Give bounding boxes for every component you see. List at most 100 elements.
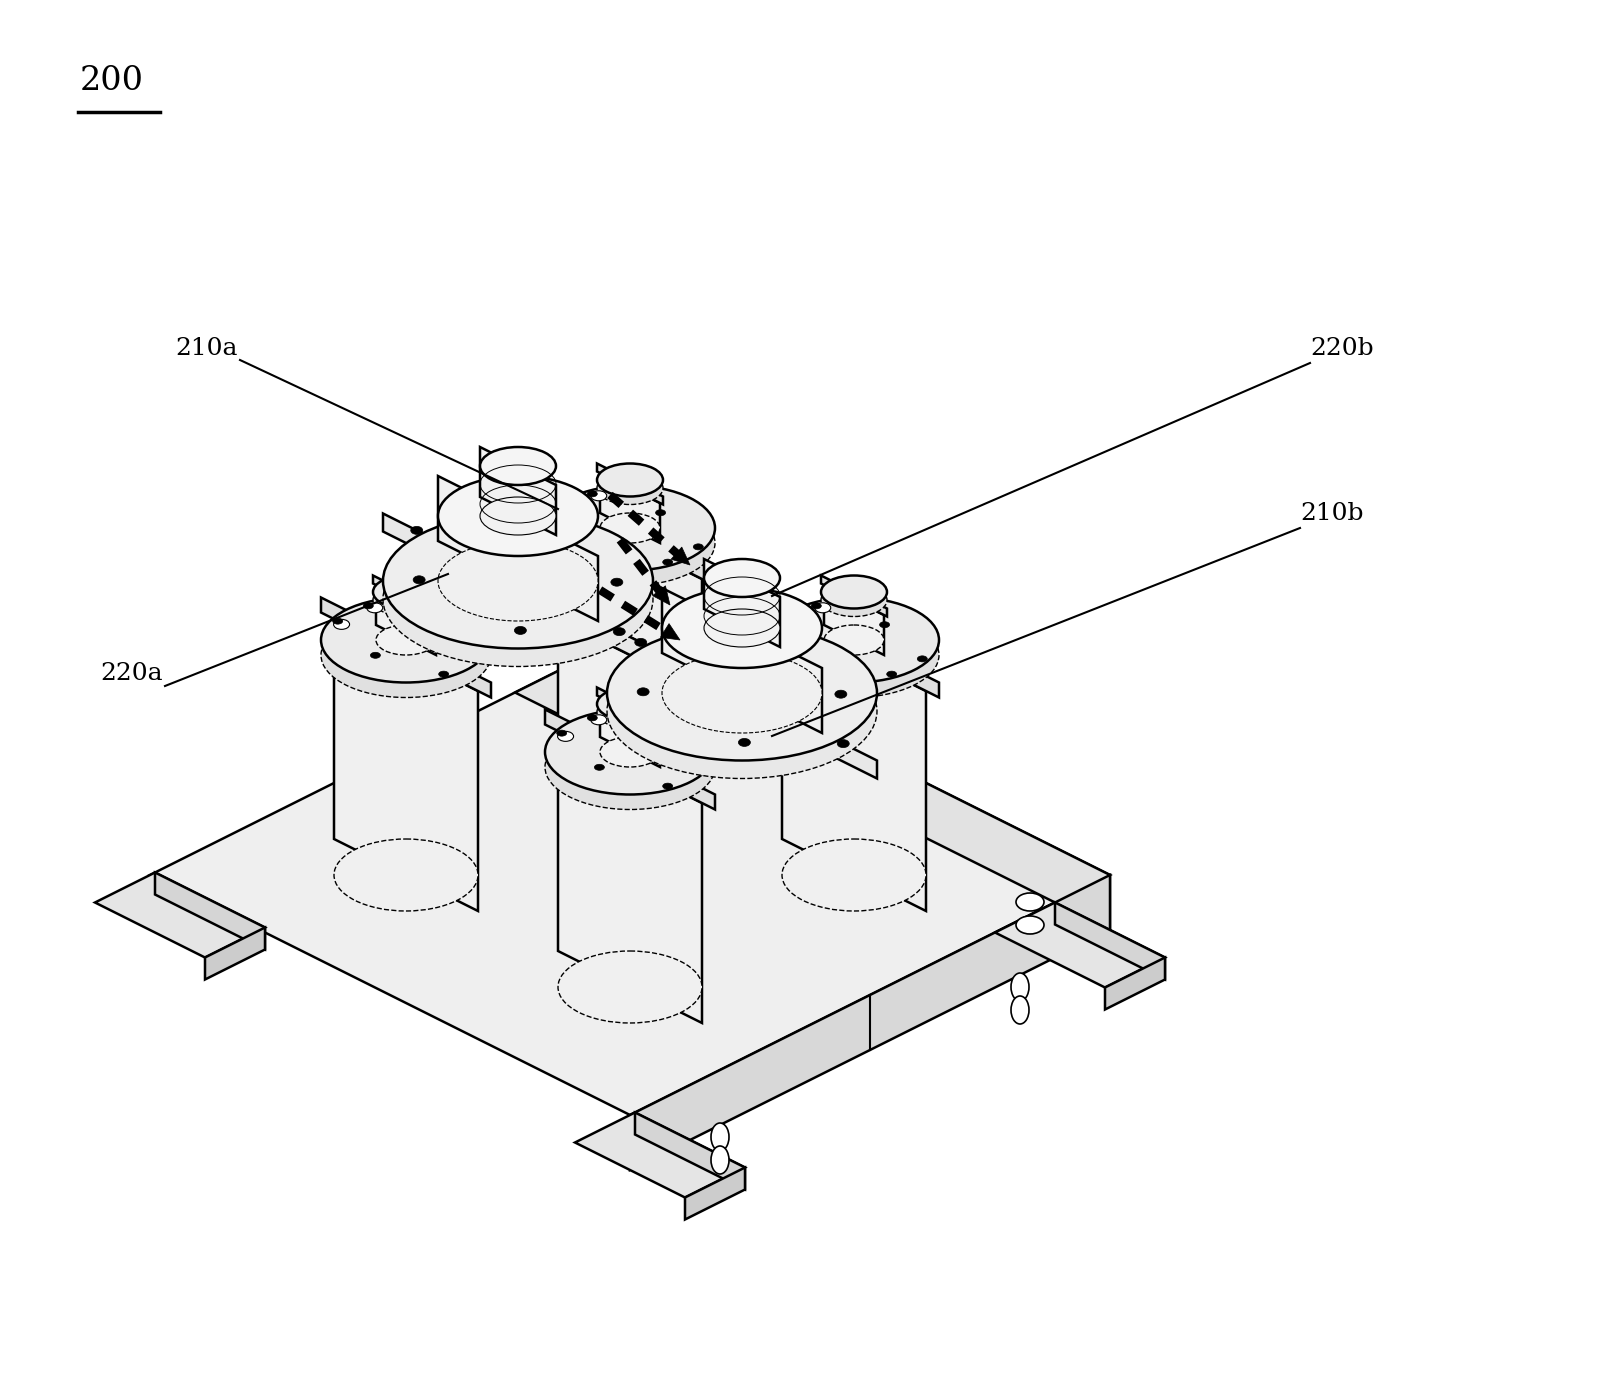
Polygon shape xyxy=(372,576,439,616)
Ellipse shape xyxy=(601,474,661,503)
Ellipse shape xyxy=(602,739,657,765)
Ellipse shape xyxy=(733,639,746,648)
Ellipse shape xyxy=(557,507,573,518)
Polygon shape xyxy=(704,559,780,648)
Ellipse shape xyxy=(376,586,436,615)
Polygon shape xyxy=(546,486,716,586)
Polygon shape xyxy=(575,663,685,739)
Ellipse shape xyxy=(591,715,607,725)
Text: 220a: 220a xyxy=(100,661,162,685)
Ellipse shape xyxy=(439,541,597,621)
Ellipse shape xyxy=(559,952,703,1023)
Ellipse shape xyxy=(696,733,724,751)
Ellipse shape xyxy=(597,696,664,729)
Ellipse shape xyxy=(546,710,716,794)
Polygon shape xyxy=(334,619,478,911)
Polygon shape xyxy=(376,586,436,655)
Ellipse shape xyxy=(413,576,426,584)
Ellipse shape xyxy=(824,586,884,615)
Polygon shape xyxy=(155,873,266,950)
Polygon shape xyxy=(575,1113,745,1197)
Polygon shape xyxy=(96,873,266,957)
Ellipse shape xyxy=(597,471,664,504)
Ellipse shape xyxy=(371,652,380,659)
Polygon shape xyxy=(151,635,1111,1114)
Ellipse shape xyxy=(814,602,831,613)
Ellipse shape xyxy=(591,490,607,501)
Polygon shape xyxy=(597,688,664,729)
Text: 210b: 210b xyxy=(1300,503,1363,525)
Polygon shape xyxy=(439,476,597,621)
Polygon shape xyxy=(685,1167,745,1219)
Polygon shape xyxy=(597,464,664,504)
Ellipse shape xyxy=(588,715,597,721)
Ellipse shape xyxy=(559,507,703,579)
Ellipse shape xyxy=(1010,974,1030,1001)
Ellipse shape xyxy=(470,656,479,661)
Ellipse shape xyxy=(837,740,850,747)
Ellipse shape xyxy=(1010,996,1030,1023)
Ellipse shape xyxy=(818,652,829,659)
Ellipse shape xyxy=(334,840,478,911)
Polygon shape xyxy=(625,718,685,769)
Ellipse shape xyxy=(601,512,661,543)
Ellipse shape xyxy=(334,619,478,690)
Ellipse shape xyxy=(704,559,780,597)
Ellipse shape xyxy=(588,490,597,497)
Polygon shape xyxy=(652,586,670,605)
Ellipse shape xyxy=(557,731,567,736)
Ellipse shape xyxy=(557,732,573,742)
Ellipse shape xyxy=(368,602,382,613)
Ellipse shape xyxy=(479,447,555,485)
Ellipse shape xyxy=(769,598,939,682)
Ellipse shape xyxy=(782,619,926,690)
Ellipse shape xyxy=(662,783,674,789)
Ellipse shape xyxy=(363,603,374,609)
Ellipse shape xyxy=(334,619,350,630)
Polygon shape xyxy=(1106,957,1166,1010)
Ellipse shape xyxy=(432,621,442,628)
Ellipse shape xyxy=(827,627,881,653)
Ellipse shape xyxy=(610,579,623,586)
Ellipse shape xyxy=(769,613,939,697)
Ellipse shape xyxy=(607,626,877,761)
Polygon shape xyxy=(607,626,877,779)
Ellipse shape xyxy=(607,644,877,779)
Polygon shape xyxy=(1056,903,1166,979)
Ellipse shape xyxy=(559,731,703,802)
Polygon shape xyxy=(601,697,661,766)
Ellipse shape xyxy=(559,726,703,800)
Ellipse shape xyxy=(372,576,439,609)
Polygon shape xyxy=(630,876,1111,1170)
Ellipse shape xyxy=(597,688,664,721)
Polygon shape xyxy=(206,928,266,979)
Ellipse shape xyxy=(332,619,343,624)
Ellipse shape xyxy=(635,638,646,646)
Ellipse shape xyxy=(384,532,652,667)
Ellipse shape xyxy=(782,619,798,630)
Ellipse shape xyxy=(597,464,664,497)
Ellipse shape xyxy=(546,725,716,809)
Ellipse shape xyxy=(693,768,703,773)
Ellipse shape xyxy=(879,621,889,628)
Ellipse shape xyxy=(693,544,703,550)
Ellipse shape xyxy=(557,507,567,512)
Polygon shape xyxy=(769,598,939,697)
Ellipse shape xyxy=(411,526,423,534)
Ellipse shape xyxy=(704,609,780,648)
Text: 220b: 220b xyxy=(1310,337,1373,360)
Ellipse shape xyxy=(821,584,887,616)
Ellipse shape xyxy=(656,733,665,740)
Polygon shape xyxy=(661,624,680,639)
Ellipse shape xyxy=(614,627,625,635)
Ellipse shape xyxy=(887,671,897,677)
Polygon shape xyxy=(559,507,703,800)
Ellipse shape xyxy=(376,626,436,655)
Text: 200: 200 xyxy=(79,65,144,97)
Ellipse shape xyxy=(711,1123,729,1150)
Polygon shape xyxy=(782,619,926,911)
Ellipse shape xyxy=(321,598,491,682)
Ellipse shape xyxy=(835,690,847,699)
Ellipse shape xyxy=(780,619,790,624)
Ellipse shape xyxy=(439,476,597,557)
